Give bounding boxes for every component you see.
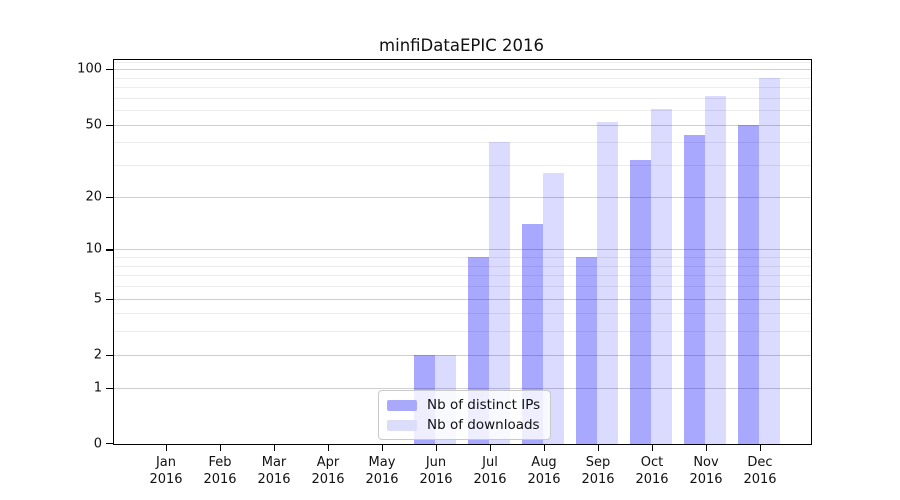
x-axis-tick	[328, 445, 330, 451]
y-axis-tick	[106, 387, 113, 389]
x-axis-tick	[274, 445, 276, 451]
legend-label-distinct-ips: Nb of distinct IPs	[427, 397, 541, 413]
minor-gridline	[114, 61, 811, 63]
y-axis-tick	[106, 298, 113, 300]
bar-distinct-ips	[684, 134, 705, 444]
minor-gridline	[114, 331, 811, 333]
bar-distinct-ips	[522, 224, 543, 444]
y-axis-tick-label: 0	[93, 436, 102, 452]
minor-gridline	[114, 110, 811, 112]
legend-swatch-distinct-ips	[387, 399, 417, 411]
x-axis-tick-label: Jan 2016	[149, 455, 183, 487]
y-axis-tick-label: 20	[85, 189, 102, 205]
y-axis-tick-label: 5	[93, 291, 102, 306]
bar-downloads	[651, 108, 672, 444]
x-axis-tick-label: Feb 2016	[203, 455, 237, 487]
x-axis-tick	[760, 445, 762, 451]
bar-downloads	[597, 121, 618, 444]
x-axis-tick	[490, 445, 492, 451]
y-axis-tick	[106, 354, 113, 357]
major-gridline	[114, 196, 811, 198]
bar-downloads	[543, 173, 564, 444]
x-axis-tick-label: Aug 2016	[527, 455, 561, 487]
major-gridline	[114, 69, 811, 71]
major-gridline	[114, 249, 811, 251]
minor-gridline	[114, 286, 811, 287]
y-axis-tick	[106, 249, 113, 251]
plot-area: Nb of distinct IPs Nb of downloads 0 1 2 5 1…	[77, 59, 812, 487]
y-axis-tick	[106, 196, 113, 198]
x-axis-tick	[166, 445, 168, 451]
legend-item-downloads: Nb of downloads	[387, 417, 540, 433]
major-gridline	[114, 387, 811, 389]
x-axis-tick	[436, 445, 438, 451]
y-axis-tick-label: 1	[93, 380, 102, 396]
bar-distinct-ips	[576, 257, 597, 444]
x-axis-tick-label: Mar 2016	[257, 455, 291, 487]
y-axis-tick-label: 2	[93, 347, 102, 363]
x-axis-tick	[652, 445, 654, 451]
minor-gridline	[114, 257, 811, 258]
legend: Nb of distinct IPs Nb of downloads	[378, 390, 552, 440]
bar-distinct-ips	[630, 160, 651, 444]
minor-gridline	[114, 77, 811, 79]
y-axis-tick-label: 50	[85, 117, 102, 133]
major-gridline	[114, 354, 811, 356]
major-gridline	[114, 298, 811, 300]
chart-title: minfiDataEPIC 2016	[379, 36, 544, 55]
x-axis-tick	[598, 445, 600, 451]
x-axis-tick-label: Oct 2016	[635, 455, 669, 487]
legend-item-distinct-ips: Nb of distinct IPs	[387, 397, 540, 413]
minor-gridline	[114, 87, 811, 89]
x-axis-tick-label: Sep 2016	[581, 455, 615, 487]
y-axis-tick	[106, 124, 113, 126]
x-axis-tick-label: Nov 2016	[689, 455, 723, 487]
minor-gridline	[114, 275, 811, 277]
y-axis-tick	[106, 69, 113, 71]
y-axis-tick-label: 10	[85, 241, 102, 257]
y-axis-tick-label: 100	[77, 61, 102, 77]
x-axis-tick	[220, 445, 222, 451]
x-axis-tick	[544, 445, 546, 451]
minor-gridline	[114, 265, 811, 267]
minor-gridline	[114, 97, 811, 99]
minor-gridline	[114, 142, 811, 144]
legend-label-downloads: Nb of downloads	[427, 417, 540, 433]
x-axis-tick-label: Jul 2016	[473, 455, 507, 487]
bar-downloads	[489, 142, 510, 444]
bar-downloads	[759, 77, 780, 444]
x-axis-tick	[706, 445, 708, 451]
x-axis-tick-label: Jun 2016	[419, 455, 453, 487]
x-axis-tick-label: May 2016	[365, 455, 399, 487]
x-axis-tick-label: Apr 2016	[311, 455, 345, 487]
legend-swatch-downloads	[387, 419, 417, 431]
major-gridline	[114, 124, 811, 126]
x-axis-tick-label: Dec 2016	[743, 455, 777, 487]
y-axis-tick	[106, 443, 113, 445]
bar-distinct-ips	[738, 124, 759, 444]
minor-gridline	[114, 165, 811, 167]
bar-downloads	[705, 95, 726, 444]
minor-gridline	[114, 313, 811, 315]
x-axis-tick	[382, 445, 384, 451]
